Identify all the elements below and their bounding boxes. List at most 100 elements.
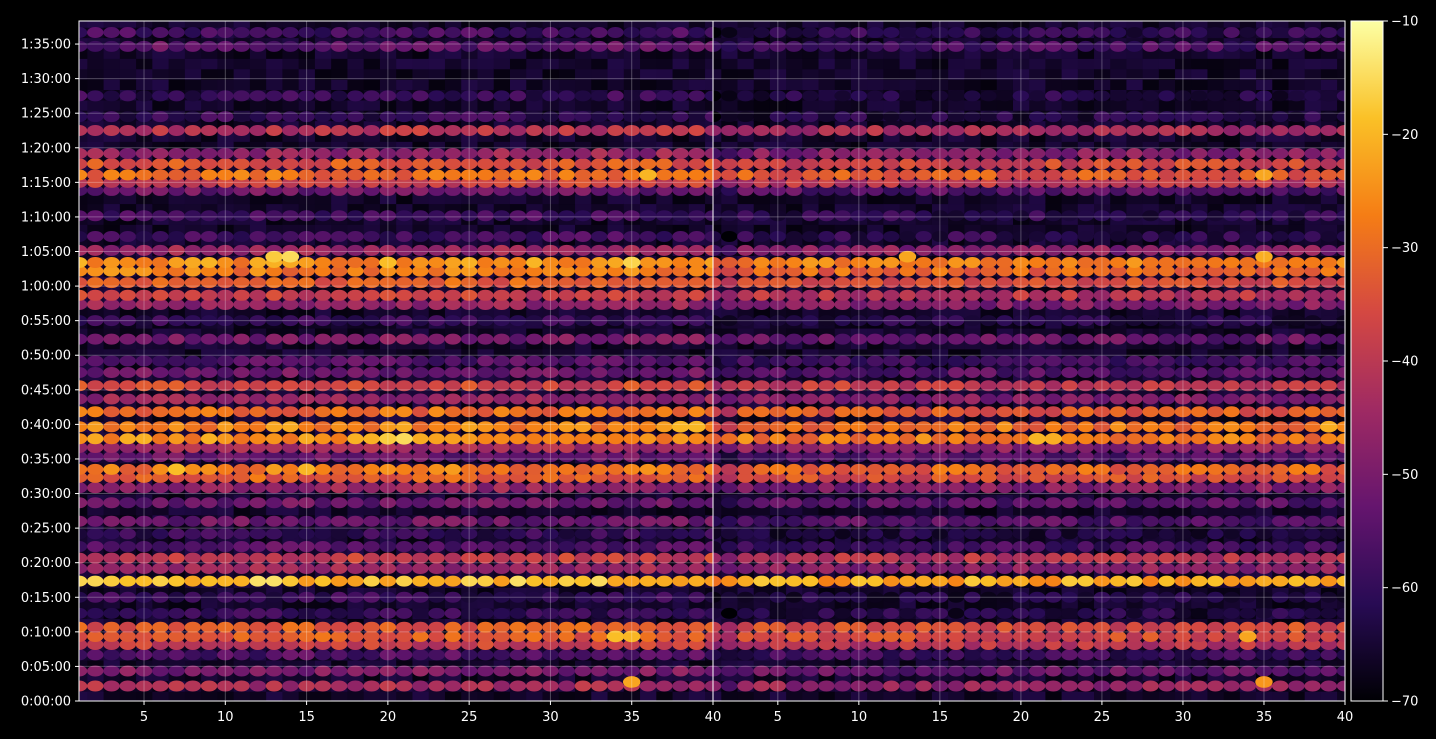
heatmap-cell (298, 124, 315, 136)
background-cell (266, 57, 284, 70)
heatmap-cell (119, 124, 137, 136)
background-cell (282, 68, 300, 80)
heatmap-cell (412, 497, 429, 509)
heatmap-cell (200, 591, 218, 603)
background-cell (509, 99, 527, 111)
heatmap-cell (87, 393, 104, 405)
background-cell (314, 78, 332, 90)
heatmap-cell (509, 393, 527, 405)
heatmap-cell (200, 380, 218, 392)
background-cell (769, 130, 787, 142)
heatmap-cell (265, 355, 283, 367)
heatmap-cell (330, 421, 348, 433)
background-cell (217, 348, 235, 360)
background-cell (266, 690, 284, 701)
heatmap-cell (623, 562, 640, 574)
background-cell (282, 223, 300, 236)
background-cell (640, 140, 657, 153)
background-cell (444, 223, 462, 236)
background-cell (217, 140, 235, 153)
background-cell (713, 57, 722, 70)
heatmap-cell (542, 441, 559, 453)
heatmap-cell (87, 333, 104, 345)
heatmap-cell (184, 277, 202, 289)
background-cell (379, 47, 397, 59)
heatmap-cell (119, 441, 137, 453)
heatmap-cell (655, 552, 673, 564)
heatmap-cell (282, 630, 299, 642)
heatmap-cell (79, 333, 88, 345)
background-cell (396, 400, 414, 412)
heatmap-cell (200, 482, 218, 494)
background-cell (705, 78, 713, 90)
heatmap-cell (477, 231, 494, 243)
heatmap-cell (249, 421, 267, 433)
background-cell (623, 57, 641, 70)
background-cell (753, 47, 771, 59)
heatmap-cell (79, 680, 88, 692)
heatmap-cell (672, 393, 689, 405)
background-cell (396, 130, 414, 142)
background-cell (591, 400, 609, 412)
heatmap-cell (282, 591, 299, 603)
heatmap-cell (460, 277, 478, 289)
heatmap-cell (444, 528, 462, 540)
background-cell (217, 192, 235, 205)
background-cell (282, 327, 300, 339)
background-cell (542, 348, 560, 360)
heatmap-cell (509, 515, 527, 527)
heatmap-cell (298, 621, 315, 633)
heatmap-cell (493, 231, 510, 243)
heatmap-cell (152, 621, 169, 633)
background-cell (379, 203, 397, 215)
heatmap-cell (103, 158, 120, 170)
heatmap-cell (460, 315, 478, 327)
heatmap-cell (152, 289, 169, 301)
heatmap-cell (477, 441, 494, 453)
background-cell (168, 223, 186, 236)
background-cell (591, 306, 609, 319)
heatmap-cell (330, 333, 348, 345)
heatmap-cell (79, 591, 88, 603)
heatmap-cell (607, 471, 624, 483)
heatmap-cell (688, 393, 705, 405)
background-cell (233, 140, 251, 153)
heatmap-cell (558, 393, 575, 405)
heatmap-cell (477, 665, 494, 677)
heatmap-cell (542, 421, 559, 433)
background-cell (217, 535, 235, 547)
heatmap-cell (314, 315, 332, 327)
background-cell (428, 535, 446, 547)
background-cell (526, 21, 544, 28)
background-cell (152, 130, 170, 142)
heatmap-cell (623, 111, 640, 123)
background-cell (201, 597, 218, 609)
background-cell (607, 690, 625, 701)
heatmap-cell (217, 630, 234, 642)
heatmap-cell (688, 497, 705, 509)
background-cell (640, 68, 657, 80)
background-cell (428, 192, 446, 205)
heatmap-cell (639, 265, 657, 277)
heatmap-cell (135, 231, 153, 243)
heatmap-cell (444, 158, 462, 170)
background-cell (428, 78, 446, 90)
heatmap-cell (363, 355, 380, 367)
heatmap-cell (87, 552, 104, 564)
heatmap-cell (168, 90, 185, 102)
background-cell (477, 400, 495, 412)
background-cell (233, 223, 251, 236)
heatmap-cell (395, 158, 413, 170)
background-cell (347, 348, 365, 360)
background-cell (444, 99, 462, 111)
heatmap-cell (428, 244, 445, 256)
background-cell (542, 140, 560, 153)
background-cell (623, 130, 641, 142)
heatmap-cell (363, 406, 380, 418)
background-cell (509, 78, 527, 90)
heatmap-cell (525, 124, 543, 136)
background-cell (721, 68, 739, 80)
heatmap-cell (444, 256, 462, 268)
heatmap-cell (119, 256, 137, 268)
heatmap-cell (460, 158, 478, 170)
